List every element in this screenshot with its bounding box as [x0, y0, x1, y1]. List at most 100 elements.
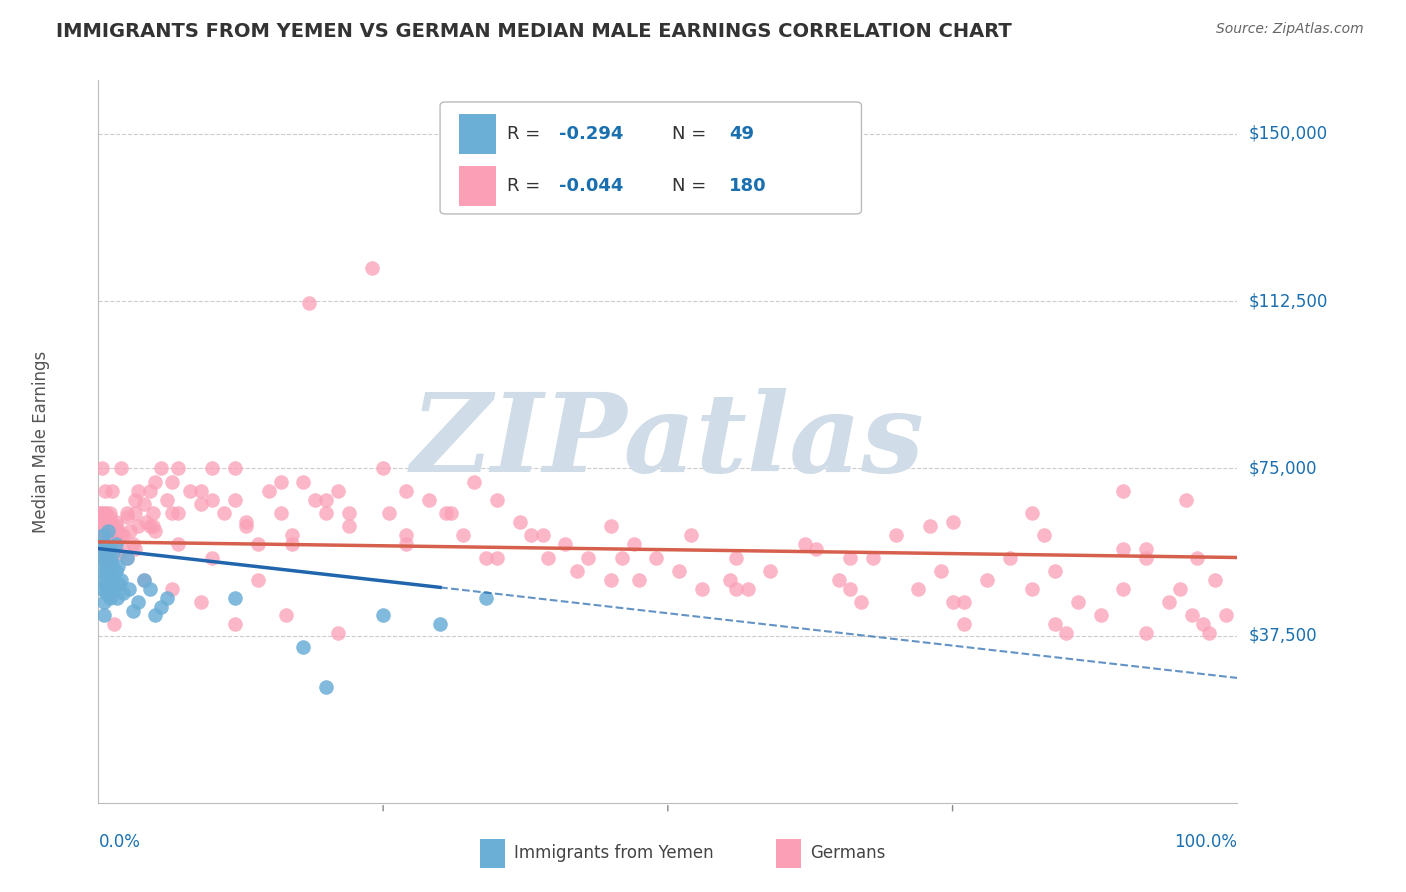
Point — [100, 577, 122, 591]
Point — [124, 506, 146, 520]
Point — [98, 533, 121, 547]
Point — [89, 506, 111, 520]
Point — [884, 528, 907, 542]
Text: 100.0%: 100.0% — [1174, 833, 1237, 851]
Point — [150, 461, 173, 475]
Point — [107, 559, 129, 574]
Point — [378, 506, 401, 520]
Point — [292, 640, 315, 654]
Point — [395, 537, 418, 551]
Point — [304, 492, 326, 507]
Point — [531, 528, 554, 542]
Point — [246, 573, 269, 587]
Point — [554, 537, 576, 551]
Point — [804, 541, 827, 556]
Point — [103, 582, 125, 596]
Point — [110, 528, 132, 542]
Point — [246, 537, 269, 551]
Point — [190, 595, 212, 609]
Point — [167, 461, 190, 475]
Point — [127, 483, 149, 498]
Point — [725, 550, 748, 565]
Point — [1187, 550, 1209, 565]
Point — [104, 528, 127, 542]
Point — [91, 519, 114, 533]
Point — [94, 524, 117, 538]
Point — [201, 492, 224, 507]
Point — [1181, 608, 1204, 623]
Point — [93, 595, 115, 609]
Text: IMMIGRANTS FROM YEMEN VS GERMAN MEDIAN MALE EARNINGS CORRELATION CHART: IMMIGRANTS FROM YEMEN VS GERMAN MEDIAN M… — [56, 22, 1012, 41]
Bar — [776, 838, 801, 868]
Point — [94, 537, 117, 551]
Point — [89, 537, 111, 551]
Point — [1043, 617, 1066, 632]
Point — [105, 533, 128, 547]
Point — [112, 541, 135, 556]
Point — [104, 564, 127, 578]
Point — [124, 492, 146, 507]
Point — [190, 483, 212, 498]
Point — [108, 524, 131, 538]
Point — [360, 260, 382, 275]
Point — [127, 519, 149, 533]
Point — [451, 528, 474, 542]
Text: R =: R = — [508, 178, 547, 195]
Point — [98, 591, 121, 605]
Point — [337, 506, 360, 520]
Point — [112, 586, 135, 600]
Text: Germans: Germans — [810, 845, 886, 863]
Point — [520, 528, 543, 542]
Point — [1112, 483, 1135, 498]
Point — [862, 550, 884, 565]
FancyBboxPatch shape — [440, 102, 862, 214]
Point — [942, 595, 965, 609]
Point — [94, 577, 117, 591]
Point — [537, 550, 560, 565]
Point — [612, 550, 634, 565]
Point — [725, 582, 748, 596]
Text: -0.044: -0.044 — [558, 178, 623, 195]
Text: Source: ZipAtlas.com: Source: ZipAtlas.com — [1216, 22, 1364, 37]
Point — [94, 541, 117, 556]
Point — [486, 492, 509, 507]
Point — [93, 608, 115, 623]
Point — [224, 461, 246, 475]
Point — [298, 296, 321, 310]
Point — [162, 582, 184, 596]
Point — [104, 537, 127, 551]
Point — [162, 475, 184, 489]
Point — [1112, 582, 1135, 596]
Point — [145, 608, 167, 623]
Point — [600, 573, 623, 587]
Point — [1204, 573, 1226, 587]
Point — [565, 564, 588, 578]
Point — [98, 541, 121, 556]
Point — [145, 475, 167, 489]
Point — [93, 573, 115, 587]
Point — [1135, 626, 1157, 640]
Point — [97, 550, 120, 565]
Point — [90, 461, 112, 475]
Point — [132, 573, 155, 587]
Point — [138, 519, 160, 533]
Point — [124, 541, 146, 556]
Point — [690, 582, 713, 596]
Text: Median Male Earnings: Median Male Earnings — [32, 351, 51, 533]
Point — [97, 537, 120, 551]
Point — [101, 559, 124, 574]
Text: ZIPatlas: ZIPatlas — [411, 388, 925, 495]
Point — [235, 519, 257, 533]
Point — [96, 546, 118, 560]
Point — [628, 573, 651, 587]
Point — [97, 524, 120, 538]
Point — [839, 550, 862, 565]
Point — [98, 568, 121, 582]
Point — [90, 537, 112, 551]
Point — [90, 519, 112, 533]
Point — [463, 475, 485, 489]
Point — [907, 582, 929, 596]
Bar — [460, 114, 496, 154]
Point — [96, 586, 118, 600]
Point — [1054, 626, 1078, 640]
